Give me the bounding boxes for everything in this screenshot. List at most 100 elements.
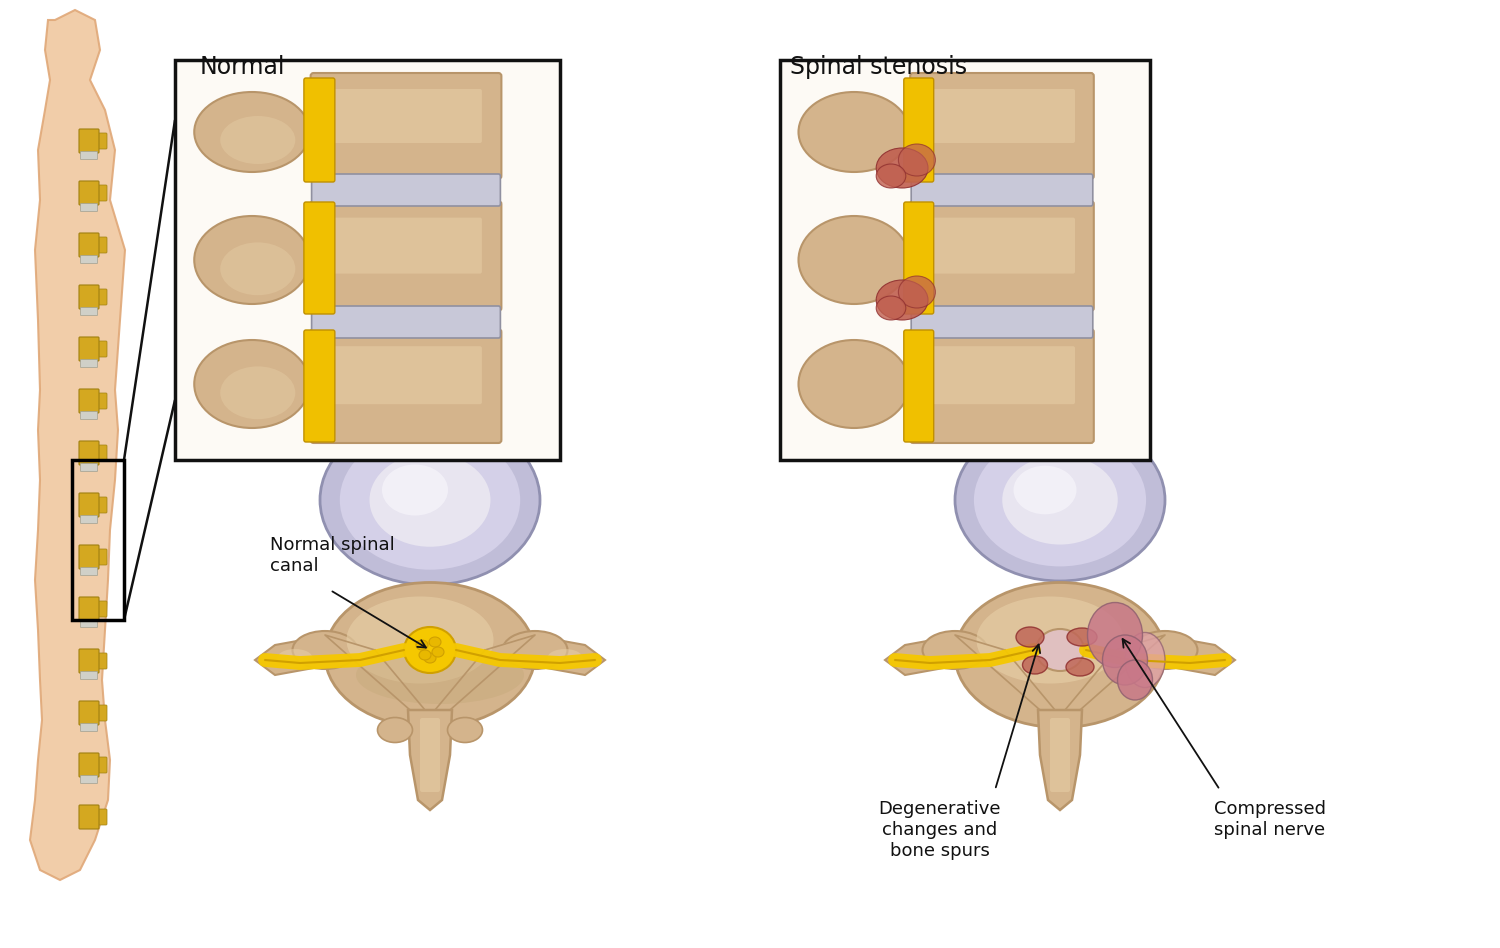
Ellipse shape: [1002, 455, 1118, 544]
Ellipse shape: [898, 144, 936, 176]
FancyBboxPatch shape: [928, 218, 1076, 274]
FancyBboxPatch shape: [81, 723, 98, 732]
FancyBboxPatch shape: [80, 753, 99, 777]
FancyBboxPatch shape: [81, 464, 98, 471]
FancyBboxPatch shape: [98, 393, 106, 409]
FancyBboxPatch shape: [81, 516, 98, 523]
FancyBboxPatch shape: [330, 218, 482, 274]
Polygon shape: [530, 635, 605, 675]
FancyBboxPatch shape: [80, 233, 99, 257]
FancyBboxPatch shape: [80, 597, 99, 621]
Polygon shape: [1038, 710, 1082, 810]
FancyBboxPatch shape: [80, 493, 99, 517]
FancyBboxPatch shape: [81, 152, 98, 159]
FancyBboxPatch shape: [81, 619, 98, 628]
Ellipse shape: [1118, 660, 1152, 700]
FancyBboxPatch shape: [80, 129, 99, 153]
FancyBboxPatch shape: [904, 330, 933, 442]
FancyBboxPatch shape: [312, 174, 501, 206]
Ellipse shape: [429, 637, 441, 647]
Polygon shape: [30, 10, 124, 880]
Ellipse shape: [1016, 627, 1044, 647]
FancyBboxPatch shape: [81, 775, 98, 783]
Ellipse shape: [278, 649, 312, 667]
Ellipse shape: [1023, 656, 1047, 674]
Polygon shape: [435, 635, 536, 710]
FancyBboxPatch shape: [81, 204, 98, 211]
FancyBboxPatch shape: [80, 545, 99, 569]
Ellipse shape: [424, 653, 436, 663]
FancyBboxPatch shape: [81, 359, 98, 368]
Ellipse shape: [220, 366, 296, 419]
FancyBboxPatch shape: [310, 73, 501, 179]
Text: Spinal stenosis: Spinal stenosis: [790, 55, 968, 79]
FancyBboxPatch shape: [98, 497, 106, 513]
FancyBboxPatch shape: [98, 653, 106, 669]
FancyBboxPatch shape: [98, 549, 106, 565]
Ellipse shape: [1036, 629, 1084, 671]
FancyBboxPatch shape: [80, 441, 99, 465]
Ellipse shape: [447, 718, 483, 742]
Ellipse shape: [346, 596, 494, 684]
FancyBboxPatch shape: [98, 757, 106, 773]
Ellipse shape: [876, 296, 906, 320]
FancyBboxPatch shape: [80, 805, 99, 829]
FancyBboxPatch shape: [310, 329, 501, 443]
Ellipse shape: [798, 340, 909, 428]
Polygon shape: [326, 635, 424, 710]
Ellipse shape: [369, 453, 490, 547]
Ellipse shape: [292, 631, 357, 669]
Ellipse shape: [195, 92, 309, 172]
FancyBboxPatch shape: [98, 809, 106, 825]
Ellipse shape: [976, 596, 1124, 684]
FancyBboxPatch shape: [98, 705, 106, 721]
FancyBboxPatch shape: [98, 237, 106, 253]
Ellipse shape: [340, 430, 520, 570]
FancyBboxPatch shape: [910, 174, 1094, 206]
Ellipse shape: [974, 433, 1146, 566]
Ellipse shape: [378, 718, 412, 742]
Ellipse shape: [404, 627, 456, 673]
FancyBboxPatch shape: [910, 73, 1094, 179]
Polygon shape: [1160, 635, 1234, 675]
FancyBboxPatch shape: [304, 330, 334, 442]
Ellipse shape: [195, 216, 309, 304]
FancyBboxPatch shape: [98, 133, 106, 149]
FancyBboxPatch shape: [1050, 718, 1070, 792]
Ellipse shape: [1066, 658, 1094, 676]
FancyBboxPatch shape: [98, 445, 106, 461]
Ellipse shape: [876, 164, 906, 188]
Polygon shape: [956, 635, 1054, 710]
Bar: [780, 60, 1150, 460]
Ellipse shape: [1014, 465, 1077, 515]
Polygon shape: [255, 635, 330, 675]
Ellipse shape: [416, 640, 428, 650]
Ellipse shape: [548, 649, 582, 667]
Ellipse shape: [432, 647, 444, 657]
Polygon shape: [408, 710, 452, 810]
FancyBboxPatch shape: [81, 568, 98, 575]
FancyBboxPatch shape: [81, 411, 98, 420]
FancyBboxPatch shape: [81, 307, 98, 316]
Ellipse shape: [922, 631, 987, 669]
FancyBboxPatch shape: [81, 671, 98, 680]
Ellipse shape: [382, 465, 448, 516]
Polygon shape: [885, 635, 960, 675]
Ellipse shape: [503, 631, 567, 669]
FancyBboxPatch shape: [98, 185, 106, 201]
Bar: [176, 60, 560, 460]
Ellipse shape: [876, 280, 928, 320]
FancyBboxPatch shape: [330, 346, 482, 404]
FancyBboxPatch shape: [928, 346, 1076, 404]
Text: Degenerative
changes and
bone spurs: Degenerative changes and bone spurs: [879, 800, 1002, 860]
Ellipse shape: [1125, 632, 1166, 687]
Ellipse shape: [1066, 628, 1096, 646]
FancyBboxPatch shape: [80, 337, 99, 361]
Text: Compressed
spinal nerve: Compressed spinal nerve: [1214, 800, 1326, 839]
Ellipse shape: [1088, 603, 1143, 667]
Ellipse shape: [1102, 635, 1148, 685]
Text: Normal spinal
canal: Normal spinal canal: [270, 537, 394, 575]
Ellipse shape: [956, 582, 1166, 727]
FancyBboxPatch shape: [81, 256, 98, 264]
FancyBboxPatch shape: [928, 89, 1076, 143]
